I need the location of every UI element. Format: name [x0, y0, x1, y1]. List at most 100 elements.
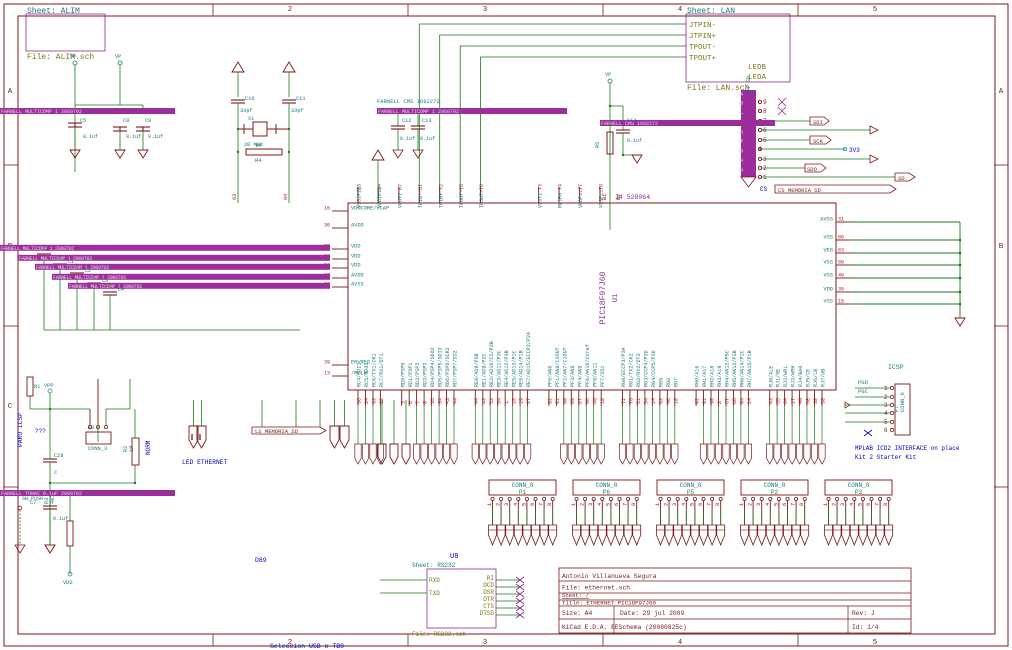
svg-text:PF1/AN8/C2OUT: PF1/AN8/C2OUT	[555, 347, 561, 387]
svg-text:VDD: VDD	[351, 254, 361, 260]
svg-text:4k7: 4k7	[50, 494, 56, 504]
svg-text:VSST1: VSST1	[537, 193, 543, 208]
svg-text:0.1uf: 0.1uf	[400, 136, 415, 142]
svg-text:PF4/AN9: PF4/AN9	[577, 366, 583, 387]
svg-text:P2: P2	[771, 489, 779, 496]
svg-text:RE1/AD9/P2C: RE1/AD9/P2C	[481, 353, 487, 387]
svg-text:CS: CS	[760, 186, 768, 193]
svg-text:58: 58	[806, 398, 812, 404]
svg-text:Size: A4: Size: A4	[562, 610, 592, 617]
svg-text:53: 53	[489, 398, 495, 404]
svg-text:86: 86	[838, 235, 844, 241]
svg-text:RH6/AN14/P1C: RH6/AN14/P1C	[740, 350, 746, 387]
svg-text:Sheet: LAN: Sheet: LAN	[687, 7, 735, 16]
svg-text:16: 16	[324, 206, 330, 212]
svg-text:SCK: SCK	[813, 138, 824, 145]
svg-text:Sheet: RS232: Sheet: RS232	[412, 562, 456, 569]
svg-text:DCD: DCD	[483, 582, 494, 589]
svg-text:34: 34	[364, 398, 370, 404]
svg-text:RE2/AD10/CS/P2B: RE2/AD10/CS/P2B	[489, 341, 495, 387]
svg-text:39: 39	[324, 360, 330, 366]
svg-text:40: 40	[838, 273, 844, 279]
svg-text:R5: R5	[595, 142, 601, 148]
svg-text:RG4/CCP5/P3D: RG4/CCP5/P3D	[651, 350, 657, 387]
svg-text:0.1uf: 0.1uf	[148, 134, 163, 140]
svg-text:C10: C10	[245, 96, 255, 102]
svg-text:Id: 1/4: Id: 1/4	[852, 624, 879, 631]
svg-text:CONN_6: CONN_6	[899, 392, 906, 412]
svg-text:13: 13	[324, 371, 330, 377]
svg-text:0.1uf: 0.1uf	[126, 134, 141, 140]
svg-text:Kit 2 Starter Kit: Kit 2 Starter Kit	[855, 454, 916, 461]
svg-text:AVSS: AVSS	[351, 282, 364, 288]
svg-text:VSS: VSS	[823, 235, 833, 241]
svg-text:P1: P1	[519, 489, 527, 496]
svg-text:ICSP: ICSP	[888, 364, 904, 371]
svg-text:RC7/RX1/DT1: RC7/RX1/DT1	[379, 353, 385, 387]
svg-text:91: 91	[702, 398, 708, 404]
svg-text:RD4/PSP4/SDO2: RD4/PSP4/SDO2	[430, 347, 436, 387]
svg-text:File: LAN.sch: File: LAN.sch	[687, 84, 750, 93]
svg-text:TPOUT+: TPOUT+	[479, 190, 485, 208]
svg-text:Antonio Villanueva Segura: Antonio Villanueva Segura	[562, 573, 657, 580]
svg-text:C12: C12	[402, 118, 412, 124]
svg-text:8: 8	[763, 108, 767, 115]
svg-text:2: 2	[763, 165, 767, 172]
svg-text:RE3/AD11/P3C: RE3/AD11/P3C	[496, 350, 502, 387]
svg-text:B1: B1	[602, 194, 608, 200]
svg-text:FARNELL MULTICOMP 1 2060702: FARNELL MULTICOMP 1 2060702	[53, 275, 126, 281]
svg-text:CTS: CTS	[483, 603, 494, 610]
svg-text:1: 1	[763, 174, 767, 181]
svg-text:RJ3/WRH: RJ3/WRH	[791, 366, 797, 387]
svg-text:66: 66	[585, 398, 591, 404]
svg-text:FARNELL MULTICOMP 1 2060702: FARNELL MULTICOMP 1 2060702	[36, 265, 109, 271]
svg-text:RH4/AN12/P5C: RH4/AN12/P5C	[725, 350, 731, 387]
svg-text:CONN_3: CONN_3	[88, 446, 107, 452]
svg-text:CS MEMORIA SD: CS MEMORIA SD	[778, 187, 822, 194]
svg-text:C9: C9	[145, 118, 151, 124]
svg-text:P3: P3	[855, 489, 863, 496]
svg-text:78: 78	[599, 184, 605, 190]
svg-text:2: 2	[717, 401, 723, 404]
svg-text:46: 46	[666, 398, 672, 404]
svg-text:RE5/AD13/P1C: RE5/AD13/P1C	[511, 350, 517, 387]
svg-text:File: RS232.sch: File: RS232.sch	[412, 631, 466, 638]
svg-text:DTR: DTR	[483, 596, 494, 603]
svg-text:33: 33	[372, 398, 378, 404]
svg-text:RI: RI	[487, 575, 494, 582]
svg-text:A: A	[999, 88, 1004, 96]
svg-text:VEG: VEG	[823, 248, 833, 254]
svg-text:TPIN+: TPIN+	[438, 193, 444, 208]
svg-text:FARNELL MULTICOMP 1 2060702: FARNELL MULTICOMP 1 2060702	[378, 109, 459, 115]
svg-text:RH1/A17: RH1/A17	[702, 366, 708, 387]
svg-text:RG5: RG5	[659, 378, 665, 387]
svg-text:RJ4/BA0: RJ4/BA0	[798, 366, 804, 387]
svg-text:U8: U8	[450, 553, 458, 561]
svg-text:6: 6	[884, 427, 888, 434]
svg-text:77: 77	[578, 184, 584, 190]
svg-text:ENVREG: ENVREG	[351, 360, 370, 366]
svg-text:TPOUT-: TPOUT-	[459, 190, 465, 208]
svg-text:35: 35	[430, 398, 436, 404]
svg-text:1: 1	[884, 385, 888, 392]
svg-text:0.1uf: 0.1uf	[627, 138, 642, 144]
svg-text:RH3/A19: RH3/A19	[717, 366, 723, 387]
svg-text:VDD: VDD	[63, 580, 73, 586]
svg-text:8: 8	[738, 101, 745, 105]
svg-text:RH0/A16: RH0/A16	[695, 366, 701, 387]
svg-text:RH5/AN13/P3B: RH5/AN13/P3B	[732, 350, 738, 387]
svg-text:64: 64	[783, 398, 789, 404]
svg-text:LEDB: LEDB	[748, 64, 767, 72]
svg-text:3: 3	[400, 401, 406, 404]
svg-text:VSS: VSS	[823, 299, 833, 305]
svg-text:67: 67	[398, 184, 404, 190]
svg-text:VP: VP	[115, 54, 121, 60]
svg-text:B: B	[999, 243, 1004, 251]
svg-text:55: 55	[776, 398, 782, 404]
svg-text:RG7: RG7	[673, 378, 679, 387]
svg-text:B2: B2	[616, 194, 622, 200]
svg-text:RD0/PSP0: RD0/PSP0	[400, 363, 406, 387]
svg-text:RE0/AD8/P2B: RE0/AD8/P2B	[474, 353, 480, 387]
svg-text:PF6/AN10/CVref: PF6/AN10/CVref	[585, 344, 591, 387]
svg-text:CONN_8: CONN_8	[596, 482, 618, 489]
